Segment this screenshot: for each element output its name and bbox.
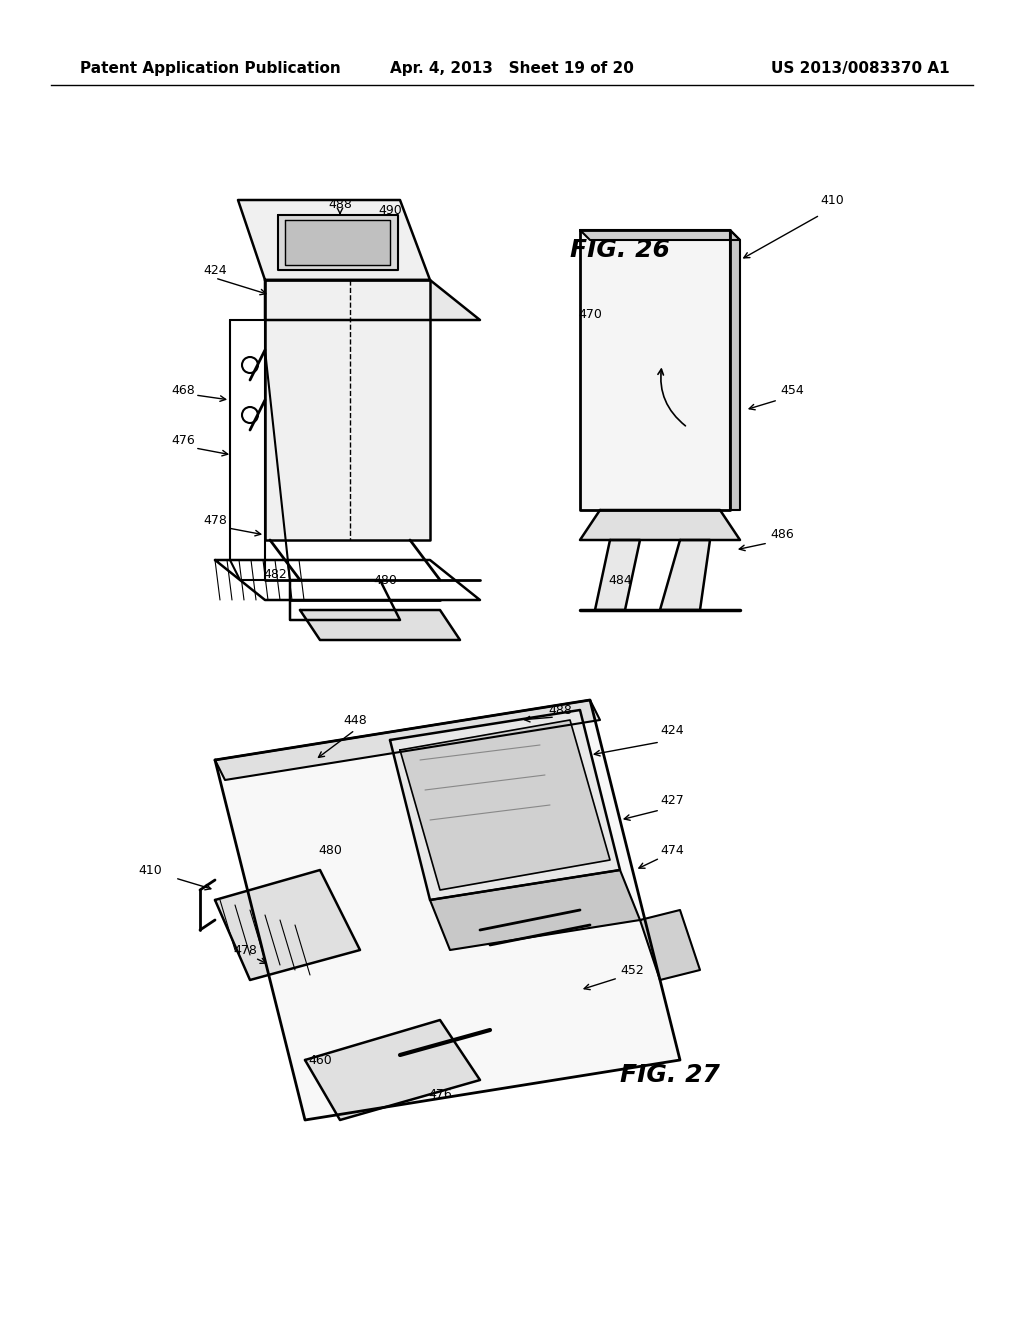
- Text: 482: 482: [263, 569, 287, 582]
- Polygon shape: [660, 540, 710, 610]
- Text: 424: 424: [203, 264, 226, 276]
- Polygon shape: [265, 280, 480, 319]
- Polygon shape: [580, 510, 740, 540]
- Text: US 2013/0083370 A1: US 2013/0083370 A1: [771, 61, 950, 75]
- Polygon shape: [300, 610, 460, 640]
- Text: 460: 460: [308, 1053, 332, 1067]
- Text: 474: 474: [660, 843, 684, 857]
- Polygon shape: [400, 719, 610, 890]
- Text: 454: 454: [780, 384, 804, 396]
- Text: 410: 410: [820, 194, 844, 206]
- Polygon shape: [580, 230, 740, 240]
- Polygon shape: [640, 909, 700, 979]
- Text: 452: 452: [620, 964, 644, 977]
- Text: 480: 480: [373, 573, 397, 586]
- Text: 470: 470: [579, 309, 602, 322]
- Text: FIG. 27: FIG. 27: [621, 1063, 720, 1086]
- Text: 476: 476: [171, 433, 195, 446]
- Polygon shape: [238, 201, 430, 280]
- Polygon shape: [305, 1020, 480, 1119]
- Polygon shape: [730, 230, 740, 510]
- Polygon shape: [265, 280, 430, 540]
- Polygon shape: [278, 215, 398, 271]
- Text: 476: 476: [428, 1089, 452, 1101]
- Text: 424: 424: [660, 723, 684, 737]
- Text: FIG. 26: FIG. 26: [570, 238, 670, 261]
- Text: 490: 490: [378, 203, 401, 216]
- Polygon shape: [580, 230, 730, 510]
- Polygon shape: [390, 710, 620, 900]
- Polygon shape: [215, 700, 680, 1119]
- Polygon shape: [595, 540, 640, 610]
- Text: 478: 478: [233, 944, 257, 957]
- Polygon shape: [215, 870, 360, 979]
- Text: 486: 486: [770, 528, 794, 541]
- Text: Apr. 4, 2013   Sheet 19 of 20: Apr. 4, 2013 Sheet 19 of 20: [390, 61, 634, 75]
- Text: 488: 488: [548, 704, 572, 717]
- Text: 488: 488: [328, 198, 352, 211]
- Text: 448: 448: [343, 714, 367, 726]
- Text: 468: 468: [171, 384, 195, 396]
- Text: 480: 480: [318, 843, 342, 857]
- Text: 410: 410: [138, 863, 162, 876]
- Text: Patent Application Publication: Patent Application Publication: [80, 61, 341, 75]
- Polygon shape: [430, 870, 640, 950]
- Text: 484: 484: [608, 573, 632, 586]
- Text: 478: 478: [203, 513, 227, 527]
- Polygon shape: [285, 220, 390, 265]
- Text: 427: 427: [660, 793, 684, 807]
- Polygon shape: [215, 700, 600, 780]
